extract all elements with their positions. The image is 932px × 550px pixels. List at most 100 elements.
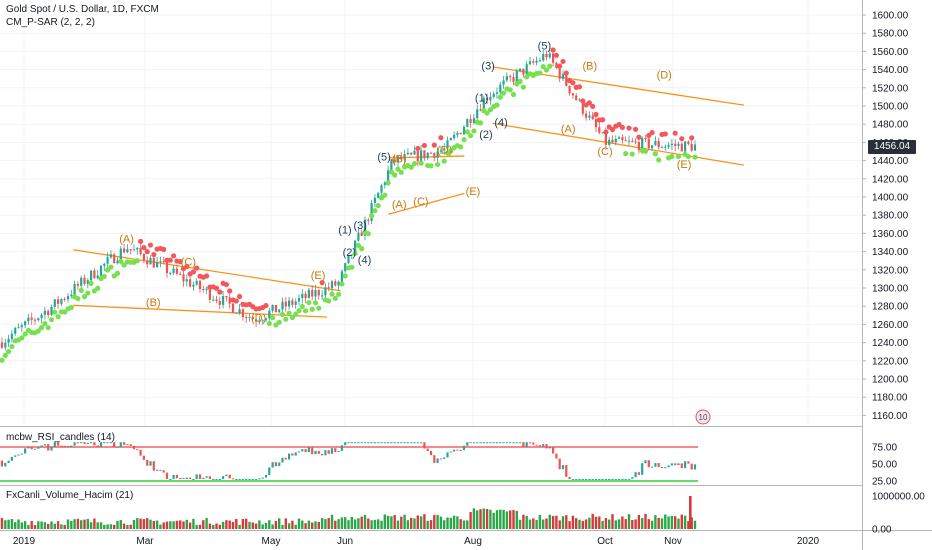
rsi-candle <box>647 460 650 468</box>
rsi-title[interactable]: mcbw_RSI_candles (14) <box>6 432 115 443</box>
volume-bar <box>479 509 482 529</box>
volume-bar <box>165 521 169 529</box>
candle-body <box>608 139 611 145</box>
candle-body <box>693 144 697 151</box>
candle-body <box>396 156 400 163</box>
candle-body <box>212 299 215 301</box>
rsi-candle <box>222 476 225 479</box>
candle-body <box>581 99 584 114</box>
volume-bar <box>683 515 687 529</box>
time-axis[interactable]: 2019 Mar May Jun Aug Oct Nov 2020 <box>13 536 820 547</box>
volume-bar <box>86 518 89 529</box>
price-axis[interactable]: 1600.00 1580.00 1560.00 1540.00 1520.00 1500.… <box>862 11 909 422</box>
candle-body <box>33 319 37 321</box>
volume-pane: 1000000.00 0.00 <box>0 492 925 536</box>
volume-bar <box>518 519 522 529</box>
wave-label: (B) <box>583 61 598 73</box>
candle-body <box>231 303 235 313</box>
volume-bar <box>47 523 50 529</box>
candle-body <box>90 270 93 281</box>
rsi-tick-label: 50.00 <box>872 460 897 471</box>
candle-body <box>222 296 225 305</box>
volume-bar <box>594 516 598 529</box>
candle-body <box>205 288 208 290</box>
volume-bar <box>56 521 60 529</box>
wave-label: (E) <box>311 270 326 282</box>
volume-bar <box>637 515 641 529</box>
rsi-candle <box>70 445 73 447</box>
rsi-candle <box>119 442 122 447</box>
sar-dot <box>679 136 685 142</box>
volume-title[interactable]: FxCanli_Volume_Hacim (21) <box>6 490 134 501</box>
candle-body <box>651 145 654 149</box>
rsi-candle <box>340 445 343 451</box>
wave-label: (A) <box>392 199 407 211</box>
rsi-candle <box>149 461 152 466</box>
rsi-candle <box>152 461 155 471</box>
candle-body <box>420 150 423 162</box>
rsi-candle <box>367 442 370 444</box>
candle-body <box>406 152 409 155</box>
earnings-flag-icon[interactable]: 10 <box>695 409 711 425</box>
sar-dot <box>62 309 68 315</box>
candle-body <box>535 60 538 63</box>
volume-tick-label: 1000000.00 <box>872 492 925 503</box>
sar-dot <box>580 98 586 104</box>
volume-bar <box>565 515 568 529</box>
volume-bar <box>542 519 545 529</box>
sar-dot <box>431 142 437 148</box>
candle-body <box>568 85 571 94</box>
rsi-candle <box>542 444 545 447</box>
sar-dot <box>395 166 401 172</box>
rsi-candle <box>552 446 555 454</box>
symbol-title[interactable]: Gold Spot / U.S. Dollar, 1D, FXCM <box>6 4 159 15</box>
volume-bar <box>291 520 294 529</box>
volume-bar <box>142 519 146 529</box>
sar-dot <box>477 120 484 126</box>
volume-bar <box>571 515 575 529</box>
volume-bar <box>502 509 505 529</box>
rsi-candle <box>360 442 363 444</box>
candle-body <box>185 279 188 282</box>
volume-bar <box>320 518 324 529</box>
rsi-candle <box>354 442 357 444</box>
volume-bar <box>647 519 650 529</box>
price-tick-label: 1380.00 <box>872 211 909 222</box>
sar-dot <box>603 129 609 135</box>
candle-body <box>363 219 367 236</box>
candle-body <box>10 333 13 339</box>
candle-body <box>410 152 413 155</box>
sar-dot <box>279 311 286 318</box>
rsi-candle <box>212 478 215 480</box>
candle-body <box>469 119 472 123</box>
sar-dot <box>45 325 51 331</box>
rsi-candle <box>146 459 149 466</box>
sar-dot <box>22 331 28 337</box>
candle-body <box>113 254 116 264</box>
sar-dot <box>289 314 295 321</box>
volume-bar <box>126 524 129 529</box>
indicator-title[interactable]: CM_P-SAR (2, 2, 2) <box>6 17 95 28</box>
sar-dot <box>276 319 282 325</box>
volume-bar <box>627 514 631 529</box>
volume-bar <box>611 514 614 529</box>
price-grid <box>0 0 862 426</box>
volume-bar <box>621 516 624 529</box>
candle-body <box>30 317 33 320</box>
sar-dot <box>9 343 15 350</box>
sar-dot <box>375 202 381 209</box>
sar-dot <box>171 253 177 259</box>
sar-dot <box>326 298 332 304</box>
candle-body <box>301 293 304 298</box>
candle-body <box>578 99 581 101</box>
sar-dot <box>108 264 114 270</box>
sar-dot <box>553 52 560 58</box>
sar-dot <box>161 246 167 253</box>
volume-bar <box>631 519 634 529</box>
rsi-candle <box>561 465 565 470</box>
candle-body <box>476 109 479 119</box>
volume-bar <box>73 519 76 529</box>
volume-bar <box>449 517 452 529</box>
rsi-candle <box>555 453 558 459</box>
